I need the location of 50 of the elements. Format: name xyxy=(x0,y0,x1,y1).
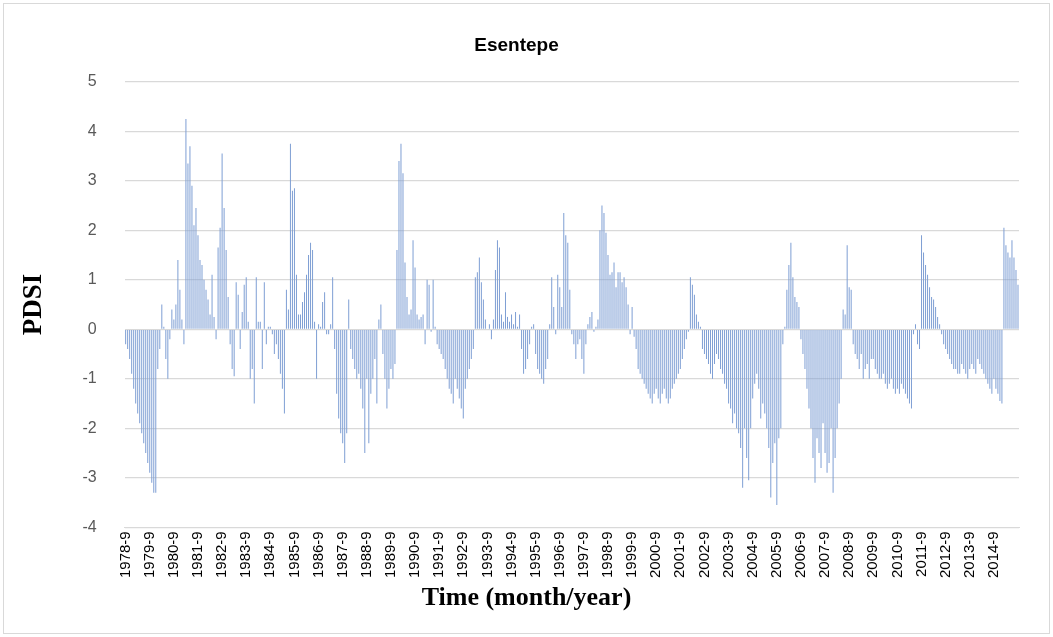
y-tick-label: 1 xyxy=(87,270,97,288)
y-tick-label: 5 xyxy=(87,72,97,90)
x-tick-label: 1978-9 xyxy=(115,531,133,579)
y-axis-title: PDSI xyxy=(17,273,48,336)
x-tick-label: 1986-9 xyxy=(308,531,326,579)
x-tick-label: 2000-9 xyxy=(646,531,664,579)
x-tick-label: 2010-9 xyxy=(887,531,905,579)
x-tick-label: 2006-9 xyxy=(791,531,809,579)
x-tick-label: 2007-9 xyxy=(815,531,833,579)
x-tick-label: 1999-9 xyxy=(622,531,640,579)
x-tick-label: 1997-9 xyxy=(574,531,592,579)
y-tick-label: -1 xyxy=(82,369,97,387)
x-tick-label: 1996-9 xyxy=(549,531,567,579)
x-tick-label: 2003-9 xyxy=(718,531,736,579)
x-tick-label: 2004-9 xyxy=(742,531,760,579)
x-tick-label: 1994-9 xyxy=(501,531,519,579)
x-tick-label: 1993-9 xyxy=(477,531,495,579)
y-tick-label: -3 xyxy=(82,468,97,486)
x-tick-label: 1990-9 xyxy=(405,531,423,579)
chart-title: Esentepe xyxy=(474,33,559,55)
x-tick-label: 1987-9 xyxy=(332,531,350,579)
x-tick-label: 1991-9 xyxy=(429,531,447,579)
x-tick-label: 2009-9 xyxy=(863,531,881,579)
x-tick-label: 1983-9 xyxy=(236,531,254,579)
y-tick-label: 2 xyxy=(87,220,97,238)
y-tick-label: 4 xyxy=(87,121,97,139)
x-tick-label: 1980-9 xyxy=(164,531,182,579)
x-tick-label: 2013-9 xyxy=(959,531,977,579)
x-tick-label: 1984-9 xyxy=(260,531,278,579)
y-tick-label: -2 xyxy=(82,418,97,436)
x-tick-label: 2014-9 xyxy=(984,531,1002,579)
y-tick-label: 3 xyxy=(87,171,97,189)
x-tick-label: 2012-9 xyxy=(935,531,953,579)
x-tick-label: 1998-9 xyxy=(598,531,616,579)
x-tick-label: 1995-9 xyxy=(525,531,543,579)
x-tick-label: 2005-9 xyxy=(766,531,784,579)
x-tick-label: 2011-9 xyxy=(911,531,929,577)
y-tick-label: 0 xyxy=(87,319,97,337)
y-tick-label: -4 xyxy=(82,517,97,535)
x-tick-label: 1985-9 xyxy=(284,531,302,579)
x-axis-title: Time (month/year) xyxy=(420,582,633,612)
x-tick-label: 2001-9 xyxy=(670,531,688,579)
x-tick-label: 1988-9 xyxy=(356,531,374,579)
x-tick-label: 1981-9 xyxy=(188,531,206,579)
x-tick-label: 1982-9 xyxy=(212,531,230,579)
x-tick-label: 1992-9 xyxy=(453,531,471,579)
x-tick-label: 2002-9 xyxy=(694,531,712,579)
x-tick-label: 1989-9 xyxy=(381,531,399,579)
x-tick-label: 2008-9 xyxy=(839,531,857,579)
x-tick-label: 1979-9 xyxy=(139,531,157,579)
